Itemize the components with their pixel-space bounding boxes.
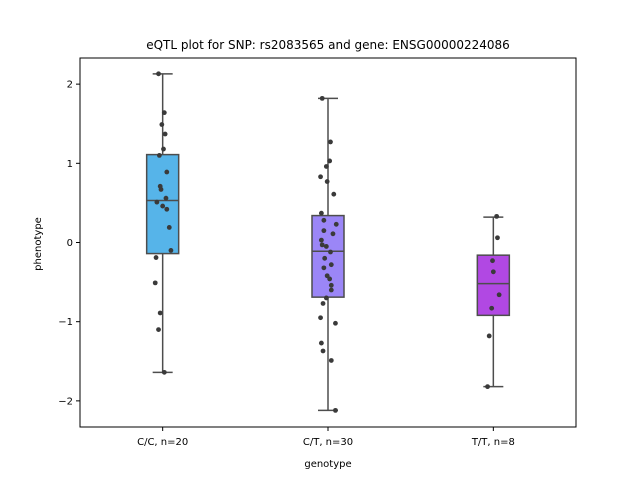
data-point: [318, 210, 324, 216]
data-point: [328, 139, 333, 145]
data-point: [161, 146, 166, 152]
data-point: [157, 310, 163, 316]
data-point: [156, 327, 161, 333]
plot-area: [145, 71, 511, 413]
data-point: [323, 164, 329, 169]
x-tick-label: T/T, n=8: [471, 437, 515, 448]
data-point: [328, 282, 334, 288]
x-tick-label: C/C, n=20: [137, 437, 188, 448]
data-point: [152, 280, 158, 286]
data-point: [490, 258, 495, 264]
plot-frame: [79, 57, 577, 428]
data-point: [164, 169, 170, 175]
chart-title: eQTL plot for SNP: rs2083565 and gene: E…: [146, 38, 510, 52]
data-point: [330, 231, 336, 237]
x-axis-label: genotype: [304, 459, 351, 470]
data-point: [160, 203, 166, 209]
data-point: [318, 315, 323, 321]
data-point: [333, 221, 339, 227]
data-point: [159, 122, 165, 127]
data-point: [323, 244, 329, 249]
y-tick-label: −2: [58, 396, 73, 407]
data-point: [333, 407, 338, 413]
data-point: [489, 305, 495, 311]
data-point: [319, 95, 325, 101]
data-point: [490, 269, 496, 275]
data-point: [321, 228, 327, 234]
data-point: [328, 287, 334, 293]
y-tick-label: 1: [67, 159, 73, 170]
data-point: [320, 301, 326, 306]
data-point: [162, 131, 168, 137]
x-tick-label: C/T, n=30: [303, 437, 353, 448]
y-tick-label: 2: [67, 80, 73, 91]
data-point: [324, 179, 330, 184]
data-point: [328, 358, 334, 363]
data-point: [161, 369, 167, 375]
data-point: [328, 262, 334, 268]
data-point: [168, 248, 174, 253]
data-point: [318, 237, 324, 243]
data-point: [328, 249, 333, 255]
data-point: [154, 199, 160, 205]
data-point: [486, 333, 492, 339]
y-tick-label: 0: [67, 238, 73, 249]
genotype-box-group: [145, 71, 180, 375]
data-point: [322, 255, 328, 261]
data-point: [321, 217, 327, 223]
genotype-box-group: [311, 95, 345, 413]
data-point: [327, 158, 333, 164]
y-axis-label: phenotype: [33, 217, 44, 271]
data-point: [156, 71, 161, 77]
data-point: [485, 384, 490, 390]
genotype-box-group: [476, 213, 511, 390]
data-point: [163, 195, 169, 201]
y-axis: 2 1 0 −1 −2: [58, 80, 80, 407]
iqr-box: [311, 214, 345, 298]
iqr-box: [476, 254, 511, 317]
data-point: [327, 276, 333, 282]
data-point: [321, 265, 327, 271]
data-point: [319, 242, 325, 248]
data-point: [158, 187, 164, 192]
y-tick-label: −1: [58, 317, 73, 328]
data-point: [496, 292, 502, 298]
data-point: [333, 320, 338, 326]
x-axis: C/C, n=20 C/T, n=30 T/T, n=8: [137, 427, 515, 448]
data-point: [156, 152, 162, 158]
data-point: [494, 213, 500, 219]
data-point: [495, 235, 500, 241]
data-point: [320, 348, 326, 354]
data-point: [323, 295, 329, 301]
data-point: [318, 340, 324, 346]
data-point: [318, 174, 323, 180]
data-point: [153, 255, 159, 260]
data-point: [166, 225, 172, 230]
data-point: [164, 206, 170, 212]
data-point: [331, 191, 337, 197]
data-point: [161, 110, 167, 116]
